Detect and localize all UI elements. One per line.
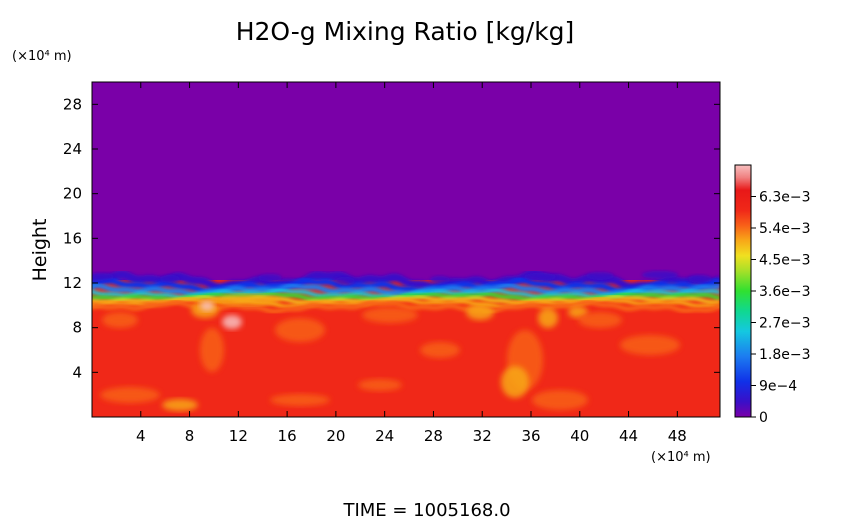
interface-wisp — [688, 274, 712, 283]
interface-contour — [92, 269, 720, 292]
y-unit-label: (×10⁴ m) — [12, 49, 72, 64]
interface-wisp — [642, 270, 678, 279]
y-tick-label: 8 — [72, 319, 82, 337]
interface-contour — [92, 296, 720, 309]
plume-feature — [275, 318, 325, 342]
lower-moist-layer — [92, 280, 720, 417]
x-tick-label: 20 — [326, 427, 345, 445]
plume-feature — [220, 295, 280, 305]
time-label: TIME = 1005168.0 — [342, 500, 510, 519]
colorbar-label: 5.4e−3 — [759, 221, 811, 237]
plume-feature — [501, 366, 529, 398]
x-tick-label: 36 — [521, 427, 540, 445]
x-tick-label: 12 — [229, 427, 248, 445]
plume-feature — [162, 399, 198, 411]
plume-feature — [362, 307, 418, 323]
plume-feature — [358, 379, 402, 391]
plume-feature — [222, 315, 242, 329]
x-tick-label: 16 — [278, 427, 297, 445]
y-tick-label: 12 — [63, 274, 82, 292]
interface-wisp — [92, 272, 114, 281]
colorbar-label: 1.8e−3 — [759, 347, 811, 363]
x-tick-label: 44 — [619, 427, 638, 445]
interface-wisp — [524, 272, 556, 281]
plume-feature — [200, 301, 214, 311]
colorbar-label: 4.5e−3 — [759, 253, 811, 269]
x-tick-label: 24 — [375, 427, 394, 445]
x-tick-label: 32 — [473, 427, 492, 445]
plume-feature — [200, 328, 224, 372]
plume-feature — [100, 387, 160, 403]
y-axis-label: Height — [29, 219, 51, 282]
interface-wisp — [430, 275, 450, 284]
plume-feature — [420, 342, 460, 358]
x-tick-label: 48 — [668, 427, 687, 445]
colorbar-label: 3.6e−3 — [759, 284, 811, 300]
plot-frame — [91, 81, 721, 418]
interface-wisp — [160, 274, 180, 283]
colorbar-label: 9e−4 — [759, 379, 797, 395]
y-tick-label: 4 — [72, 363, 82, 381]
plume-feature — [578, 312, 622, 328]
plume-feature — [466, 304, 494, 320]
x-axis-ticks: 4 8 12 16 20 24 28 32 36 40 44 48 — [136, 82, 687, 445]
x-unit-label: (×10⁴ m) — [651, 450, 711, 465]
plume-feature — [532, 390, 588, 410]
x-tick-label: 8 — [185, 427, 195, 445]
x-tick-label: 4 — [136, 427, 146, 445]
plume-feature — [270, 394, 330, 406]
interface-wisp — [258, 273, 282, 282]
y-axis-ticks: 4 8 12 16 20 24 28 — [63, 95, 720, 381]
colorbar-label: 0 — [759, 410, 768, 426]
y-tick-label: 28 — [63, 95, 82, 113]
plume-feature — [102, 312, 138, 328]
plot-field — [92, 82, 720, 417]
plume-feature — [538, 308, 558, 328]
x-tick-label: 40 — [570, 427, 589, 445]
interior-features — [100, 295, 680, 411]
x-tick-label: 28 — [424, 427, 443, 445]
y-tick-label: 16 — [63, 229, 82, 247]
y-tick-label: 20 — [63, 185, 82, 203]
y-tick-label: 24 — [63, 140, 82, 158]
colorbar-labels: 6.3e−3 5.4e−3 4.5e−3 3.6e−3 2.7e−3 1.8e−3 9e−4… — [751, 190, 811, 426]
chart-title: H2O-g Mixing Ratio [kg/kg] — [236, 17, 575, 46]
colorbar — [734, 164, 752, 418]
colorbar-label: 2.7e−3 — [759, 316, 811, 332]
interface-wisp — [335, 276, 355, 285]
colorbar-label: 6.3e−3 — [759, 190, 811, 206]
plume-feature — [620, 335, 680, 355]
interface-wisp — [586, 271, 614, 280]
